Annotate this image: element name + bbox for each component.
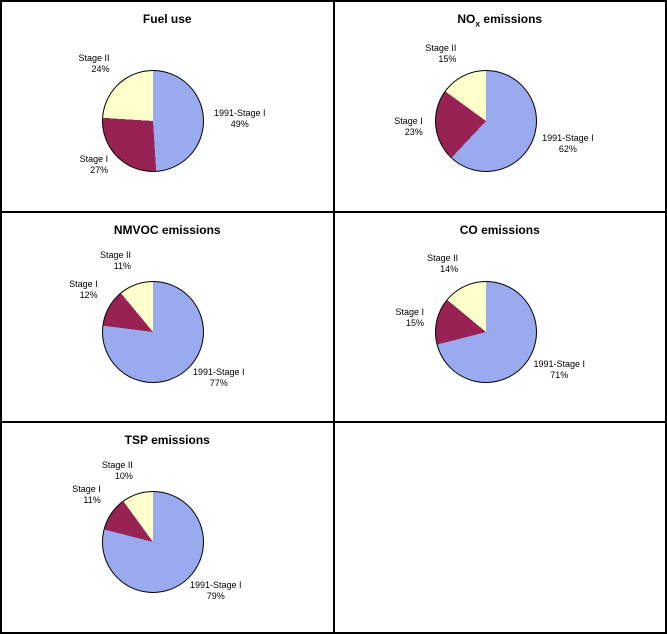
chart-cell: Fuel use 1991-Stage I49% Stage I27% Stage I… xyxy=(1,1,334,212)
chart-title: NOx emissions xyxy=(335,12,666,28)
pie-chart xyxy=(435,70,537,172)
slice-label: Stage I23% xyxy=(394,116,423,138)
chart-cell: NMVOC emissions1991-Stage I77%Stage I12%… xyxy=(1,212,334,423)
slice-label: Stage I12% xyxy=(69,279,98,301)
chart-cell: TSP emissions1991-Stage I79%Stage I11%St… xyxy=(1,422,334,633)
pie-wrap: 1991-Stage I79%Stage I11%Stage II10% xyxy=(72,471,232,631)
slice-label: 1991-Stage I77% xyxy=(193,367,245,389)
slice-label: 1991-Stage I79% xyxy=(190,580,242,602)
chart-title: Fuel use xyxy=(2,12,333,26)
slice-label: 1991-Stage I62% xyxy=(542,133,594,155)
pie-chart xyxy=(102,70,204,172)
chart-title: TSP emissions xyxy=(2,433,333,447)
chart-cell: NOx emissions1991-Stage I62%Stage I23%St… xyxy=(334,1,667,212)
slice-label: Stage I11% xyxy=(72,484,101,506)
slice-label: Stage I15% xyxy=(395,307,424,329)
chart-title: NMVOC emissions xyxy=(2,223,333,237)
slice-label: Stage II11% xyxy=(100,250,131,272)
pie-chart xyxy=(102,491,204,593)
slice-label: Stage II10% xyxy=(102,460,133,482)
pie-wrap: 1991-Stage I62%Stage I23%Stage II15% xyxy=(405,50,565,210)
slice-label: Stage II14% xyxy=(427,253,458,275)
pie-wrap: 1991-Stage I49%Stage I27%Stage II24% xyxy=(72,50,232,210)
chart-cell: CO emissions1991-Stage I71%Stage I15%Sta… xyxy=(334,212,667,423)
slice-label: Stage II24% xyxy=(79,53,110,75)
pie-chart xyxy=(435,281,537,383)
slice-label: Stage II15% xyxy=(425,43,456,65)
slice-label: 1991-Stage I71% xyxy=(533,359,585,381)
pie-wrap: 1991-Stage I71%Stage I15%Stage II14% xyxy=(405,261,565,421)
slice-label: 1991-Stage I49% xyxy=(214,108,266,130)
pie-wrap: 1991-Stage I77%Stage I12%Stage II11% xyxy=(72,261,232,421)
slice-label: Stage I27% xyxy=(80,154,109,176)
pie-chart xyxy=(102,281,204,383)
chart-cell xyxy=(334,422,667,633)
chart-title: CO emissions xyxy=(335,223,666,237)
